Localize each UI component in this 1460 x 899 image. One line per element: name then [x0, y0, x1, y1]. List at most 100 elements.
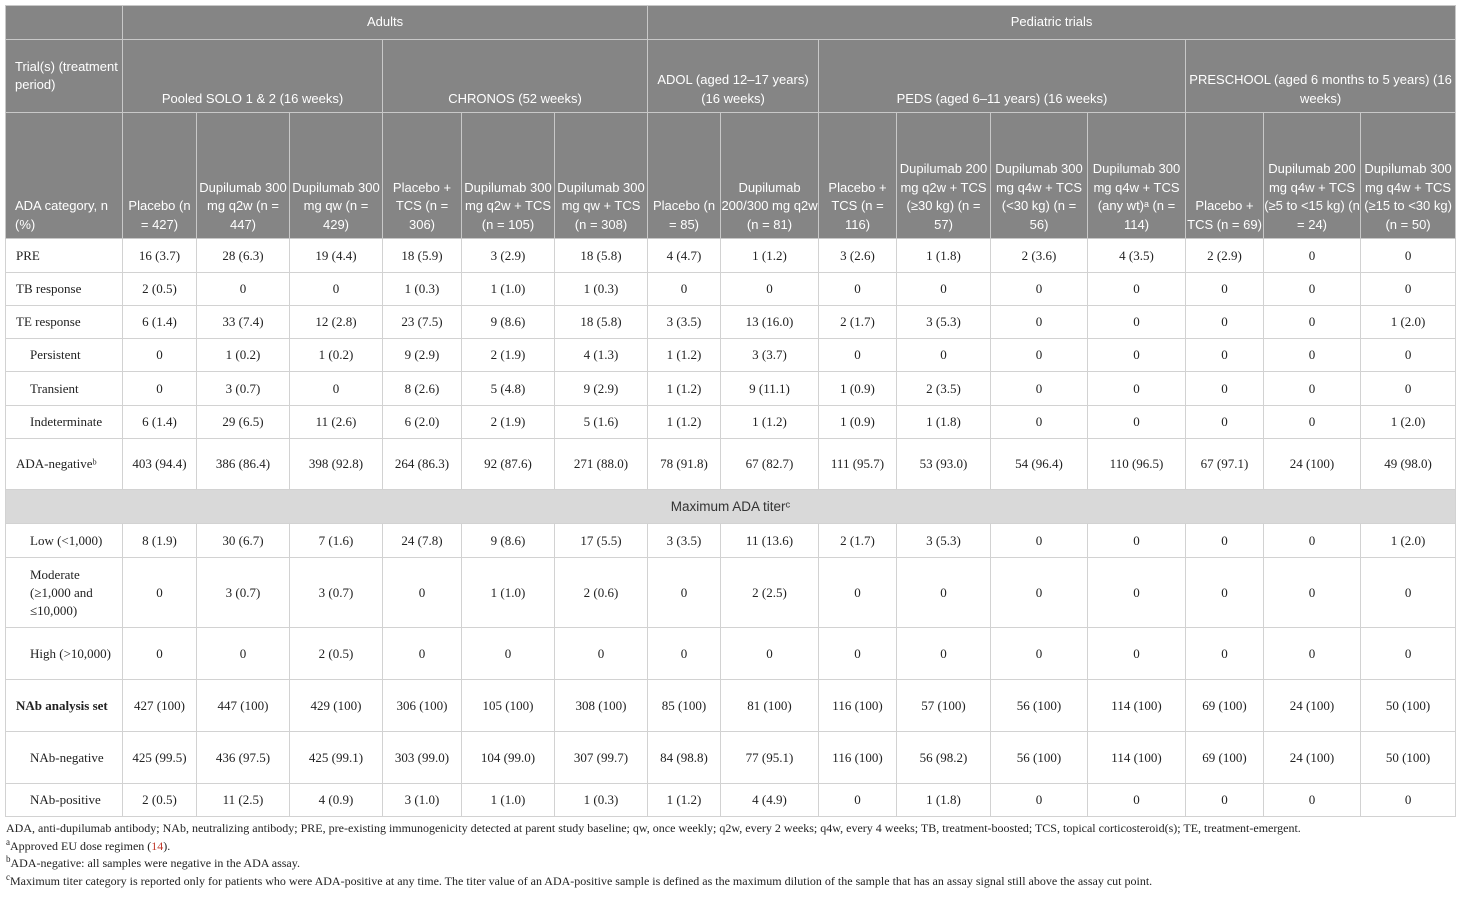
table-cell: 0	[1263, 305, 1362, 339]
table-cell: 0	[720, 627, 820, 680]
table-cell: 303 (99.0)	[382, 731, 462, 784]
row-label: NAb-positive	[5, 783, 123, 817]
table-cell: 33 (7.4)	[196, 305, 290, 339]
table-cell: 0	[1360, 371, 1457, 406]
table-cell: 0	[1185, 557, 1265, 628]
table-cell: 67 (82.7)	[720, 438, 820, 490]
table-cell: 1 (2.0)	[1360, 305, 1457, 339]
table-cell: 1 (1.0)	[461, 557, 555, 628]
table-cell: 0	[1185, 405, 1265, 439]
table-cell: 0	[896, 272, 992, 306]
table-cell: 0	[1087, 272, 1187, 306]
table-cell: 0	[122, 371, 197, 406]
table-cell: 0	[896, 557, 992, 628]
table-cell: 0	[818, 557, 898, 628]
table-cell: 3 (0.7)	[196, 557, 290, 628]
table-cell: 69 (100)	[1185, 679, 1265, 732]
table-cell: 436 (97.5)	[196, 731, 290, 784]
table-cell: 1 (1.2)	[647, 783, 722, 817]
table-cell: 0	[382, 557, 462, 628]
table-cell: 0	[818, 338, 898, 372]
table-cell: 0	[1360, 338, 1457, 372]
table-cell: 11 (2.5)	[196, 783, 290, 817]
table-cell: 0	[896, 338, 992, 372]
table-cell: 3 (3.5)	[647, 305, 722, 339]
table-cell: 3 (3.7)	[720, 338, 820, 372]
table-cell: 6 (2.0)	[382, 405, 462, 439]
table-cell: 425 (99.5)	[122, 731, 197, 784]
table-cell: 0	[1087, 405, 1187, 439]
footnote-text: Approved EU dose regimen (	[10, 838, 152, 853]
table-cell: 1 (1.2)	[647, 371, 722, 406]
table-cell: 0	[1360, 557, 1457, 628]
table-cell: 0	[289, 272, 383, 306]
table-cell: 1 (0.2)	[196, 338, 290, 372]
table-row: NAb-positive 2 (0.5) 11 (2.5) 4 (0.9) 3 (1.0…	[5, 783, 1457, 817]
trial-period-label: Trial(s) (treatment period)	[5, 39, 123, 113]
table-cell: 0	[818, 783, 898, 817]
table-cell: 398 (92.8)	[289, 438, 383, 490]
table-cell: 116 (100)	[818, 679, 898, 732]
table-cell: 0	[1360, 238, 1457, 273]
table-cell: 264 (86.3)	[382, 438, 462, 490]
table-row: Low (<1,000) 8 (1.9) 30 (6.7) 7 (1.6) 24 (7.…	[5, 523, 1457, 558]
row-label: Moderate (≥1,000 and ≤10,000)	[5, 557, 123, 628]
table-cell: 2 (2.9)	[1185, 238, 1265, 273]
table-cell: 3 (5.3)	[896, 305, 992, 339]
arm-header: Dupilumab 300 mg q4w + TCS (≥15 to <30 k…	[1360, 112, 1457, 239]
table-cell: 6 (1.4)	[122, 305, 197, 339]
table-cell: 386 (86.4)	[196, 438, 290, 490]
table-cell: 28 (6.3)	[196, 238, 290, 273]
table-cell: 18 (5.8)	[553, 305, 649, 339]
table-cell: 1 (1.8)	[896, 405, 992, 439]
table-cell: 3 (2.9)	[461, 238, 555, 273]
trial-adol: ADOL (aged 12–17 years) (16 weeks)	[647, 39, 820, 113]
section-title: Maximum ADA titerᶜ	[4, 489, 1457, 524]
table-cell: 111 (95.7)	[818, 438, 898, 490]
table-row: PRE 16 (3.7) 28 (6.3) 19 (4.4) 18 (5.9) 3 (2.…	[5, 238, 1457, 273]
table-cell: 19 (4.4)	[289, 238, 383, 273]
table-cell: 0	[647, 272, 722, 306]
arm-header: Placebo + TCS (n = 69)	[1185, 112, 1265, 239]
table-cell: 0	[818, 627, 898, 680]
table-cell: 0	[1360, 783, 1457, 817]
table-cell: 1 (1.8)	[896, 238, 992, 273]
table-cell: 0	[896, 627, 992, 680]
table-cell: 50 (100)	[1360, 731, 1457, 784]
table-cell: 3 (5.3)	[896, 523, 992, 558]
table-cell: 0	[196, 272, 290, 306]
section-row: Maximum ADA titerᶜ	[4, 489, 1457, 524]
table-cell: 0	[1087, 783, 1187, 817]
table-cell: 1 (0.3)	[382, 272, 462, 306]
table-cell: 2 (2.5)	[720, 557, 820, 628]
table-cell: 54 (96.4)	[990, 438, 1089, 490]
table-row: High (>10,000) 0 0 2 (0.5) 0 0 0 0 0 0 0 0 0 0 0 0	[5, 627, 1457, 680]
table-cell: 0	[1263, 338, 1362, 372]
table-cell: 4 (4.9)	[720, 783, 820, 817]
table-cell: 24 (100)	[1263, 438, 1362, 490]
table-cell: 2 (1.7)	[818, 523, 898, 558]
table-cell: 0	[647, 627, 722, 680]
table-cell: 0	[1263, 371, 1362, 406]
row-label: NAb analysis set	[5, 679, 123, 732]
table-row: Indeterminate 6 (1.4) 29 (6.5) 11 (2.6) 6 (2…	[5, 405, 1457, 439]
footnote-marker: b	[6, 854, 11, 864]
reference-link[interactable]: 14	[151, 838, 164, 853]
table-cell: 92 (87.6)	[461, 438, 555, 490]
table-cell: 3 (1.0)	[382, 783, 462, 817]
table-cell: 77 (95.1)	[720, 731, 820, 784]
table-cell: 114 (100)	[1087, 731, 1187, 784]
table-cell: 0	[990, 783, 1089, 817]
table-cell: 0	[1087, 371, 1187, 406]
arm-header: Dupilumab 300 mg q4w + TCS (any wt)ᵃ (n …	[1087, 112, 1187, 239]
table-cell: 104 (99.0)	[461, 731, 555, 784]
table-cell: 0	[122, 557, 197, 628]
table-cell: 105 (100)	[461, 679, 555, 732]
table-body: PRE 16 (3.7) 28 (6.3) 19 (4.4) 18 (5.9) 3 (2.…	[4, 238, 1457, 817]
trial-chronos: CHRONOS (52 weeks)	[381, 39, 649, 113]
table-cell: 0	[990, 305, 1089, 339]
table-cell: 0	[990, 338, 1089, 372]
table-cell: 1 (0.3)	[553, 272, 649, 306]
table-cell: 2 (0.5)	[122, 783, 197, 817]
arm-header-row: ADA category, n (%) Placebo (n = 427) Du…	[5, 112, 1457, 239]
